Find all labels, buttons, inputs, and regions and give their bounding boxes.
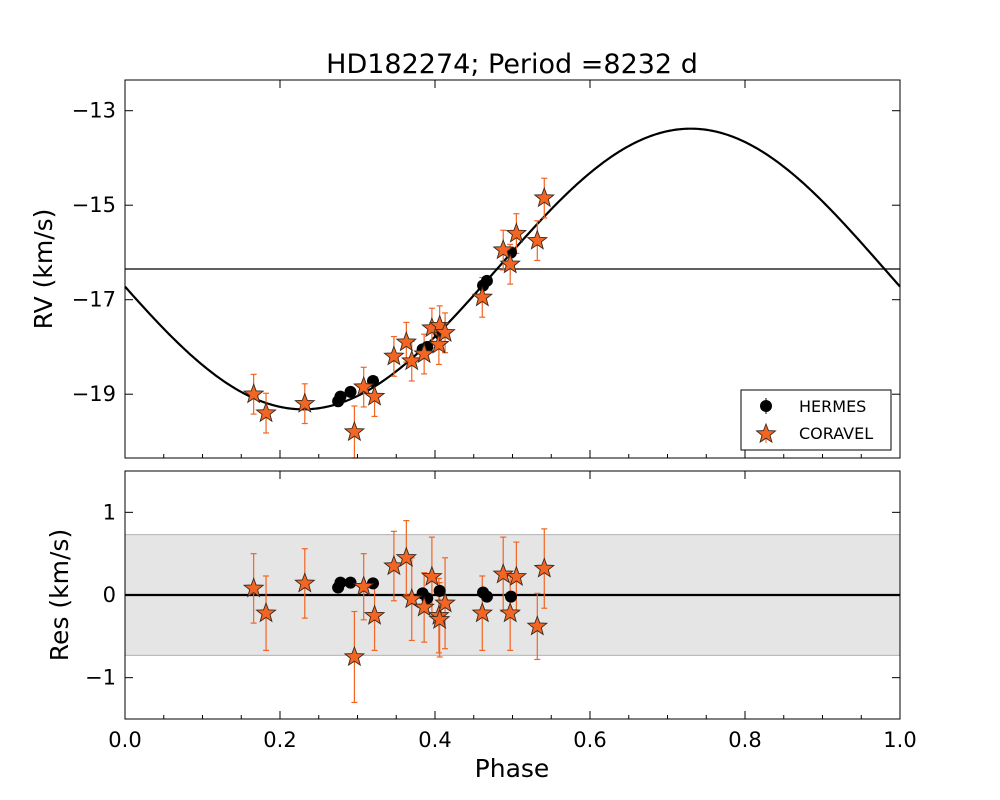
- coravel-point: [471, 601, 494, 623]
- y-tick-label: −15: [72, 193, 116, 217]
- y-tick-label: 0: [103, 583, 116, 607]
- coravel-point: [471, 285, 494, 307]
- coravel-point: [434, 321, 456, 342]
- coravel-point: [242, 382, 265, 404]
- legend-coravel-label: CORAVEL: [799, 424, 873, 443]
- legend-entry-hermes: HERMES: [760, 397, 866, 416]
- rv-points-layer: [242, 177, 556, 459]
- rv-panel: −13 −15 −17 −19 RV (km/s) HERMES CORAVEL: [29, 79, 901, 459]
- coravel-point: [434, 592, 456, 613]
- rv-axis-ticks: −13 −15 −17 −19: [72, 80, 901, 458]
- coravel-point: [363, 604, 386, 625]
- coravel-point: [395, 546, 418, 567]
- hermes-point: [504, 590, 517, 603]
- coravel-point: [294, 572, 316, 593]
- coravel-point: [413, 342, 435, 364]
- legend-hermes-label: HERMES: [799, 397, 866, 416]
- legend-entry-coravel: CORAVEL: [755, 422, 873, 444]
- coravel-point: [526, 615, 549, 636]
- y-tick-label: −17: [72, 288, 116, 312]
- y-tick-label: −19: [72, 382, 116, 406]
- legend: HERMES CORAVEL: [740, 389, 892, 451]
- residual-y-axis-label: Res (km/s): [45, 529, 74, 661]
- coravel-point: [255, 601, 277, 623]
- coravel-point: [505, 222, 528, 243]
- coravel-point: [533, 186, 556, 208]
- coravel-point: [383, 345, 405, 366]
- coravel-point: [505, 565, 528, 586]
- coravel-point: [255, 401, 277, 423]
- hermes-point: [334, 576, 347, 589]
- coravel-point: [533, 557, 556, 578]
- coravel-point: [343, 645, 366, 667]
- x-axis-label: Phase: [475, 754, 550, 783]
- coravel-point: [413, 596, 435, 617]
- residual-axis-ticks: 1 0 −1 0.0 0.2 0.4 0.6 0.8 1.0: [85, 471, 917, 752]
- coravel-point: [343, 420, 366, 442]
- coravel-point: [352, 575, 375, 596]
- coravel-point: [499, 253, 521, 274]
- coravel-point: [421, 565, 443, 586]
- residual-panel: 1 0 −1 0.0 0.2 0.4 0.6 0.8 1.0 Res (km/s) Phase: [45, 470, 917, 783]
- x-tick-label: 0.4: [418, 728, 451, 752]
- legend-coravel-marker: [755, 422, 777, 444]
- hermes-point: [344, 385, 357, 398]
- hermes-point: [480, 590, 493, 603]
- coravel-point: [492, 563, 514, 584]
- coravel-point: [526, 229, 549, 250]
- coravel-point: [395, 330, 418, 352]
- hermes-point: [480, 274, 493, 287]
- coravel-point: [352, 375, 375, 397]
- rv-y-axis-label: RV (km/s): [29, 209, 58, 330]
- y-tick-label: 1: [103, 500, 116, 524]
- y-tick-label: −13: [72, 99, 116, 123]
- coravel-point: [428, 333, 450, 354]
- coravel-point: [242, 577, 265, 598]
- hermes-point: [344, 576, 357, 589]
- legend-hermes-marker: [760, 400, 772, 412]
- coravel-point: [499, 601, 521, 623]
- chart-title: HD182274; Period =8232 d: [326, 49, 698, 80]
- x-tick-label: 1.0: [883, 728, 916, 752]
- x-tick-label: 0.2: [263, 728, 296, 752]
- coravel-point: [428, 608, 451, 629]
- x-tick-label: 0.8: [728, 728, 761, 752]
- coravel-point: [363, 385, 386, 406]
- hermes-point: [334, 390, 347, 403]
- coravel-point: [294, 392, 316, 413]
- coravel-point: [492, 238, 514, 260]
- y-tick-label: −1: [85, 666, 116, 690]
- hermes-point: [433, 584, 446, 597]
- coravel-point: [400, 349, 423, 371]
- residual-points-layer: [242, 519, 556, 704]
- x-tick-label: 0.6: [573, 728, 606, 752]
- x-tick-label: 0.0: [108, 728, 141, 752]
- coravel-point: [400, 587, 423, 609]
